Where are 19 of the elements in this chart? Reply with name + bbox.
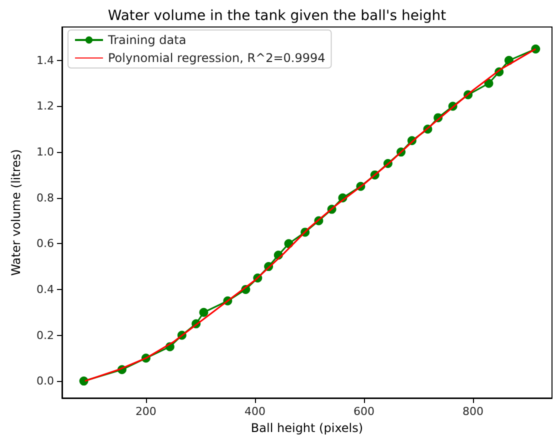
y-tick-label: 1.2 <box>36 100 54 113</box>
point <box>484 78 494 88</box>
x-tick-label: 400 <box>244 405 266 418</box>
y-axis-title: Water volume (litres) <box>9 149 23 276</box>
y-tick-label: 0.8 <box>36 191 54 204</box>
legend-label: Training data <box>107 33 186 47</box>
x-tick-label: 200 <box>135 405 156 418</box>
legend-label: Polynomial regression, R^2=0.9994 <box>108 51 326 65</box>
y-tick-label: 1.4 <box>36 54 54 67</box>
y-tick-label: 0.0 <box>36 374 54 388</box>
x-axis-title: Ball height (pixels) <box>250 420 364 435</box>
point <box>199 308 208 317</box>
y-tick-label: 0.4 <box>36 282 54 296</box>
y-tick-label: 0.2 <box>36 328 54 342</box>
x-tick-label: 800 <box>462 405 484 418</box>
x-tick-label: 600 <box>353 405 374 418</box>
y-tick-label: 0.6 <box>36 237 54 250</box>
y-tick-label: 1.0 <box>36 146 54 159</box>
chart-title: Water volume in the tank given the ball's height <box>108 8 447 24</box>
